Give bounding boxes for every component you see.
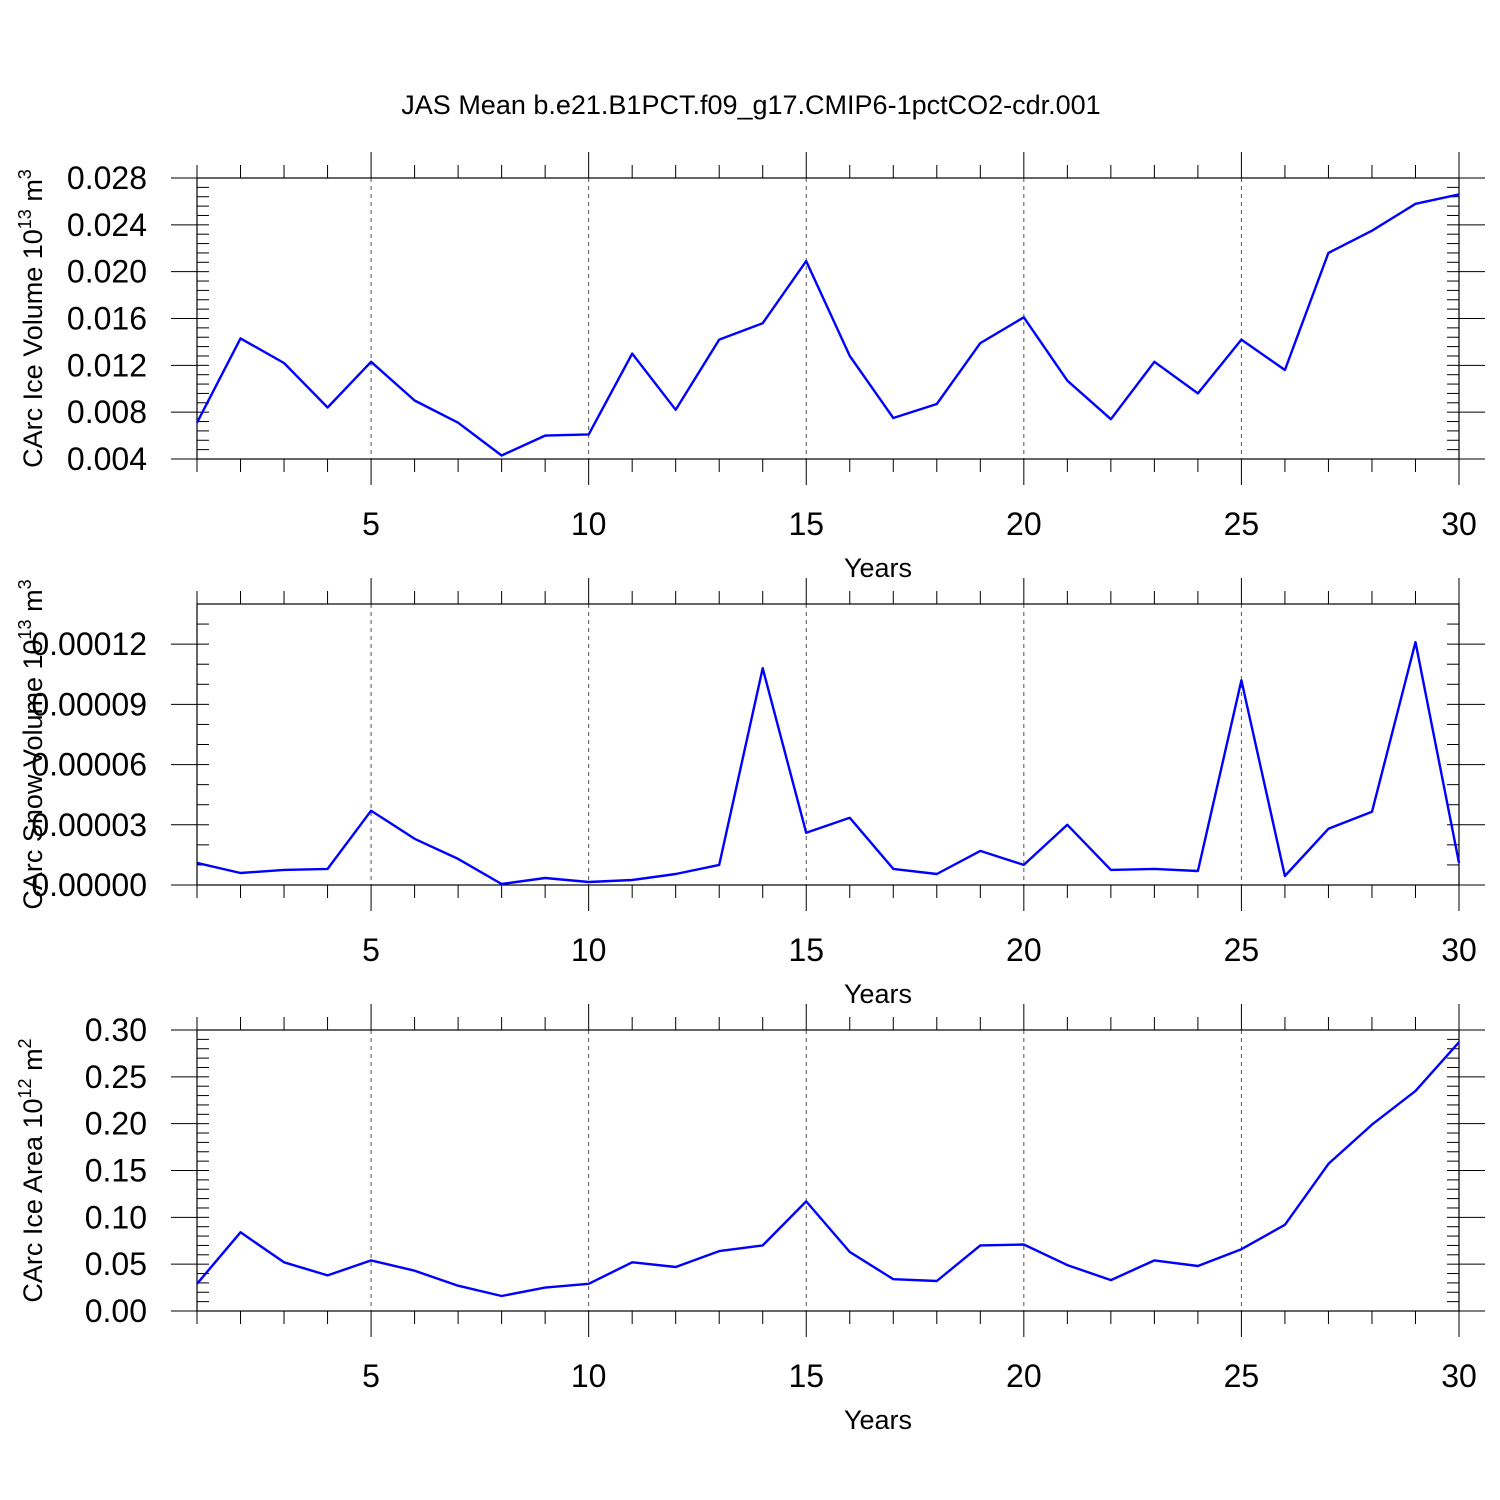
y-tick-label: 0.028 [67, 160, 147, 196]
panel-ice-volume: 5 10 15 20 25 30 Years 0.004 0.008 0.012 0.016 0.02… [15, 152, 1485, 583]
x-tick-label: 30 [1441, 506, 1477, 542]
series-line-ice-area [196, 1041, 1460, 1298]
y-axis-label-main: CArc Ice Volume 10 [18, 229, 48, 468]
y-tick-label: 0.05 [85, 1246, 147, 1282]
x-tick-label: 25 [1224, 1358, 1260, 1394]
x-tick-label: 5 [362, 1358, 380, 1394]
y-axis-label: CArc Snow Volume 1013 m3 [15, 579, 48, 909]
x-tick-label: 10 [571, 506, 607, 542]
series-line-ice-volume [195, 193, 1460, 457]
x-tick-label: 5 [362, 932, 380, 968]
y-axis-label-unit-exponent: 2 [15, 1038, 35, 1048]
y-tick-label: 0.25 [85, 1059, 147, 1095]
series-line-snow-volume [196, 640, 1461, 886]
x-axis-label: Years [844, 553, 912, 583]
x-tick-label: 5 [362, 506, 380, 542]
y-tick-label: 0.008 [67, 394, 147, 430]
y-axis-label: CArc Ice Volume 1013 m3 [15, 169, 48, 468]
x-tick-label: 30 [1441, 1358, 1477, 1394]
y-axis-label-exponent: 13 [15, 209, 35, 229]
y-tick-label: 0.020 [67, 254, 147, 290]
x-tick-label: 10 [571, 932, 607, 968]
x-axis-label: Years [844, 1405, 912, 1435]
y-tick-label: 0.016 [67, 301, 147, 337]
panel-snow-volume: 5 10 15 20 25 30 Years 0.00000 0.00003 0.00006 0.0… [15, 578, 1485, 1009]
y-tick-label: 0.15 [85, 1153, 147, 1189]
chart-title: JAS Mean b.e21.B1PCT.f09_g17.CMIP6-1pctC… [401, 90, 1100, 120]
x-tick-label: 20 [1006, 932, 1042, 968]
x-tick-label: 25 [1224, 932, 1260, 968]
x-tick-label: 15 [788, 1358, 824, 1394]
y-tick-label: 0.012 [67, 347, 147, 383]
x-tick-label: 10 [571, 1358, 607, 1394]
x-tick-label: 30 [1441, 932, 1477, 968]
y-tick-label: 0.10 [85, 1199, 147, 1235]
y-tick-label: 0.00012 [31, 626, 147, 662]
y-axis-label-exponent: 13 [15, 619, 35, 639]
y-tick-label: 0.00006 [31, 747, 147, 783]
plot-frame [196, 603, 1460, 886]
y-tick-label: 0.20 [85, 1106, 147, 1142]
y-tick-label: 0.024 [67, 207, 147, 243]
y-tick-label: 0.004 [67, 441, 147, 477]
plot-frame [196, 177, 1460, 460]
plot-frame [196, 1029, 1460, 1312]
x-axis-label: Years [844, 979, 912, 1009]
y-tick-label: 0.00000 [31, 867, 147, 903]
y-axis-label-unit: m [18, 1048, 48, 1078]
y-axis-label-unit-exponent: 3 [15, 169, 35, 179]
panel-ice-area: 5 10 15 20 25 30 Years 0.00 0.05 0.10 0.15 0.20 0.25… [15, 1004, 1485, 1435]
y-tick-label: 0.00003 [31, 807, 147, 843]
x-tick-label: 20 [1006, 1358, 1042, 1394]
y-tick-label: 0.30 [85, 1012, 147, 1048]
y-axis-label-main: CArc Snow Volume 10 [18, 639, 48, 909]
y-axis-label-unit: m [18, 179, 48, 209]
y-axis-label: CArc Ice Area 1012 m2 [15, 1038, 48, 1302]
y-axis-label-exponent: 12 [15, 1078, 35, 1098]
y-axis-label-unit-exponent: 3 [15, 579, 35, 589]
y-axis-label-main: CArc Ice Area 10 [18, 1098, 48, 1302]
x-tick-label: 15 [788, 506, 824, 542]
y-axis-label-unit: m [18, 589, 48, 619]
x-tick-label: 15 [788, 932, 824, 968]
x-tick-label: 20 [1006, 506, 1042, 542]
x-tick-label: 25 [1224, 506, 1260, 542]
y-tick-label: 0.00009 [31, 686, 147, 722]
y-tick-label: 0.00 [85, 1293, 147, 1329]
